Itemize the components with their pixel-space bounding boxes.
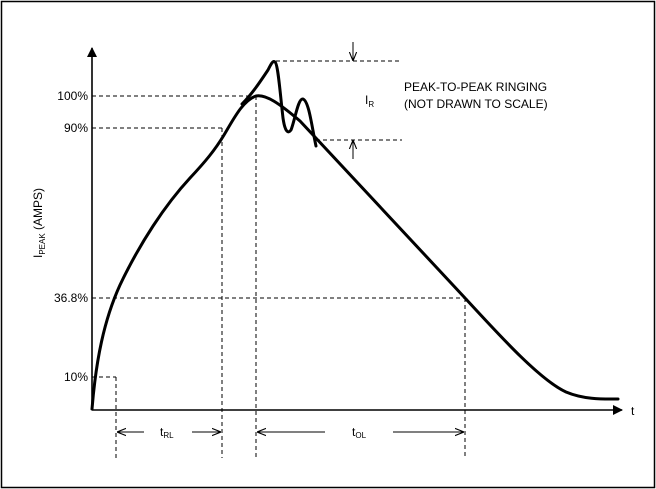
ringing-overshoot [240, 60, 318, 148]
level-label-36-8: 36.8% [54, 291, 88, 305]
x-axis-label: t [631, 404, 635, 418]
trl-label: tRL [160, 425, 174, 440]
level-label-90: 90% [64, 121, 88, 135]
tol-label: tOL [352, 425, 367, 440]
level-label-10: 10% [64, 370, 88, 384]
ringing-note-line1: PEAK-TO-PEAK RINGING [404, 80, 547, 94]
ringing-symbol: IR [365, 93, 374, 109]
level-label-100: 100% [57, 89, 88, 103]
y-axis-label: IPEAK (AMPS) [31, 188, 47, 258]
ringing-note-line2: (NOT DRAWN TO SCALE) [404, 97, 548, 111]
current-waveform [90, 94, 620, 411]
